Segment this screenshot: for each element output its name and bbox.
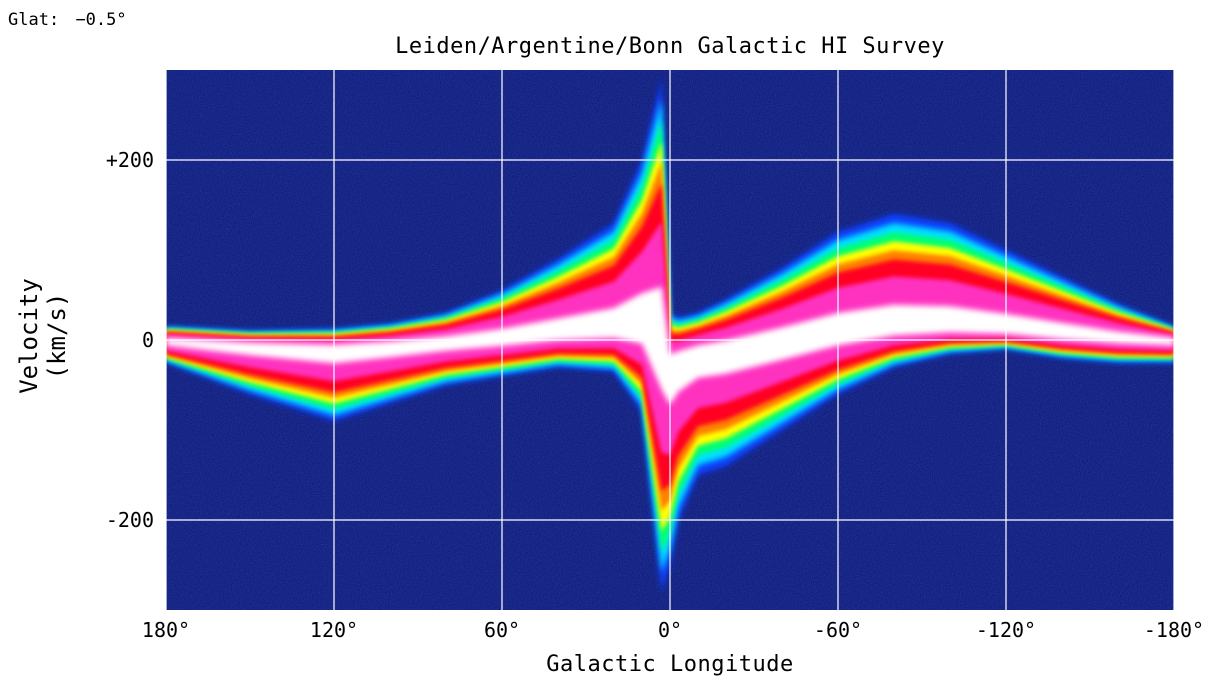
x-tick-label: 180° [141,618,191,642]
chart-title: Leiden/Argentine/Bonn Galactic HI Survey [395,34,945,59]
glat-value: −0.5° [75,10,127,30]
x-axis-label: Galactic Longitude [546,652,794,677]
emission-contour [166,221,1174,455]
heatmap-plot-area [166,70,1174,610]
x-tick-label: -60° [813,618,863,642]
x-tick-label: 0° [657,618,683,642]
emission-contour [166,286,1174,405]
y-tick-label: 0 [141,328,154,352]
x-tick-label: 60° [483,618,521,642]
x-tick-label: -180° [1143,618,1205,642]
glat-label: Glat: [8,10,60,30]
glat-readout: Glat: −0.5° [8,10,127,30]
heatmap-svg [166,70,1174,610]
y-tick-label: -200 [105,508,154,532]
y-axis-label: Velocity (km/s) [15,278,71,394]
x-tick-label: 120° [309,618,359,642]
grid-lines [166,70,1174,610]
x-tick-label: -120° [975,618,1037,642]
y-tick-label: +200 [105,148,154,172]
